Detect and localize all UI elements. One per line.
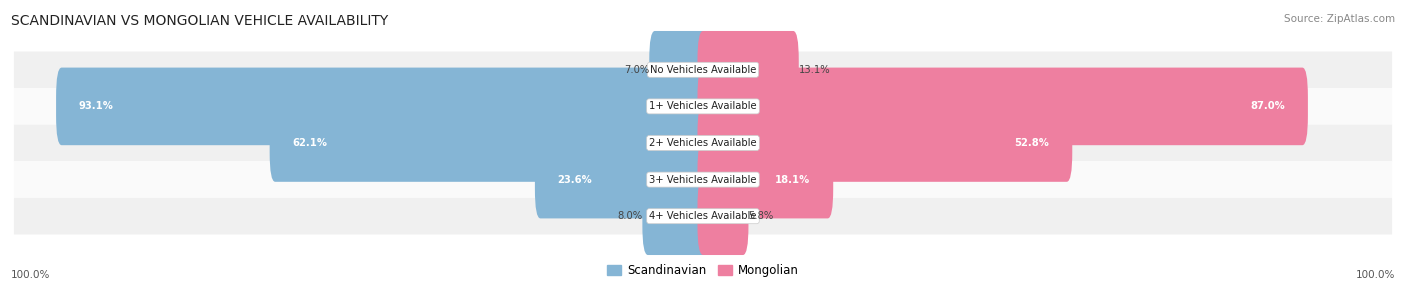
Text: 18.1%: 18.1% xyxy=(775,175,810,184)
FancyBboxPatch shape xyxy=(14,51,1392,88)
FancyBboxPatch shape xyxy=(14,198,1392,235)
Text: 7.0%: 7.0% xyxy=(624,65,650,75)
Legend: Scandinavian, Mongolian: Scandinavian, Mongolian xyxy=(607,264,799,277)
Text: 4+ Vehicles Available: 4+ Vehicles Available xyxy=(650,211,756,221)
Text: No Vehicles Available: No Vehicles Available xyxy=(650,65,756,75)
FancyBboxPatch shape xyxy=(697,67,1308,145)
Text: Source: ZipAtlas.com: Source: ZipAtlas.com xyxy=(1284,14,1395,24)
Text: 2+ Vehicles Available: 2+ Vehicles Available xyxy=(650,138,756,148)
FancyBboxPatch shape xyxy=(56,67,709,145)
FancyBboxPatch shape xyxy=(14,125,1392,161)
Text: 100.0%: 100.0% xyxy=(11,270,51,280)
FancyBboxPatch shape xyxy=(650,31,709,109)
Text: 3+ Vehicles Available: 3+ Vehicles Available xyxy=(650,175,756,184)
Text: 62.1%: 62.1% xyxy=(292,138,328,148)
Text: 100.0%: 100.0% xyxy=(1355,270,1395,280)
FancyBboxPatch shape xyxy=(14,88,1392,125)
Text: 1+ Vehicles Available: 1+ Vehicles Available xyxy=(650,102,756,111)
Text: 13.1%: 13.1% xyxy=(799,65,831,75)
Text: 8.0%: 8.0% xyxy=(617,211,643,221)
FancyBboxPatch shape xyxy=(643,177,709,255)
Text: 87.0%: 87.0% xyxy=(1250,102,1285,111)
Text: 23.6%: 23.6% xyxy=(558,175,592,184)
FancyBboxPatch shape xyxy=(270,104,709,182)
Text: 5.8%: 5.8% xyxy=(748,211,773,221)
Text: SCANDINAVIAN VS MONGOLIAN VEHICLE AVAILABILITY: SCANDINAVIAN VS MONGOLIAN VEHICLE AVAILA… xyxy=(11,14,388,28)
FancyBboxPatch shape xyxy=(14,161,1392,198)
Text: 93.1%: 93.1% xyxy=(79,102,114,111)
Text: 52.8%: 52.8% xyxy=(1015,138,1049,148)
FancyBboxPatch shape xyxy=(534,141,709,219)
FancyBboxPatch shape xyxy=(697,104,1073,182)
FancyBboxPatch shape xyxy=(697,177,748,255)
FancyBboxPatch shape xyxy=(697,31,799,109)
FancyBboxPatch shape xyxy=(697,141,834,219)
